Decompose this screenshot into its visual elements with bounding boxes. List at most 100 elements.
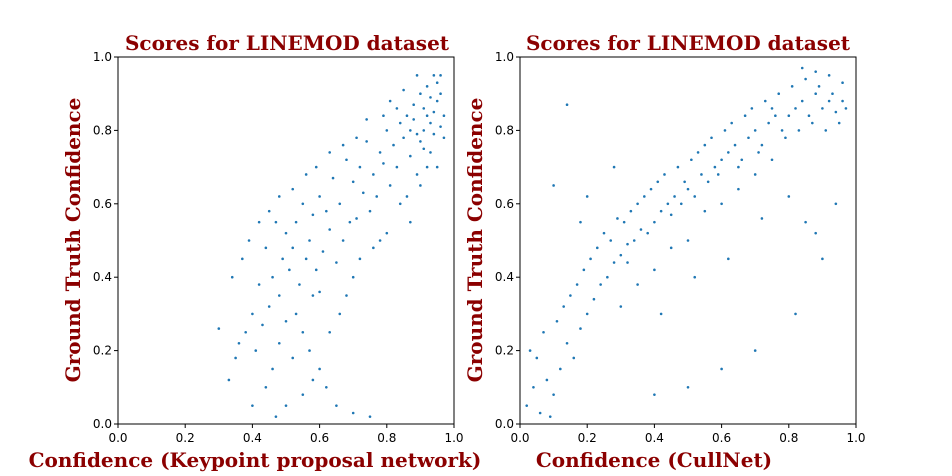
right-data-point xyxy=(686,239,690,242)
left-data-point xyxy=(405,114,409,118)
left-data-point xyxy=(264,386,268,389)
right-data-point xyxy=(790,85,794,88)
left-data-point xyxy=(338,202,342,206)
left-x-ticks: 0.0 0.2 0.4 0.6 0.8 1.0 xyxy=(108,424,464,445)
right-data-point xyxy=(555,319,559,323)
right-data-point xyxy=(824,129,828,132)
left-data-point xyxy=(432,132,436,136)
left-data-point xyxy=(388,99,392,103)
left-x-tick-label: 1.0 xyxy=(444,431,463,445)
left-y-ticks: 0.0 0.2 0.4 0.6 0.8 1.0 xyxy=(93,50,118,431)
right-data-point xyxy=(686,187,690,191)
left-data-point xyxy=(237,341,241,345)
right-data-point xyxy=(777,92,781,95)
right-data-point xyxy=(760,217,764,220)
right-data-point xyxy=(679,202,683,206)
left-data-point xyxy=(291,356,295,360)
left-data-point xyxy=(251,312,254,316)
right-data-point xyxy=(575,283,579,286)
left-data-point xyxy=(251,404,254,407)
left-data-point xyxy=(311,213,315,217)
left-data-point xyxy=(274,415,278,418)
right-data-point xyxy=(787,114,791,118)
left-data-point xyxy=(355,217,358,220)
left-data-point xyxy=(392,143,395,147)
right-plot-frame xyxy=(519,56,857,425)
right-data-point xyxy=(821,107,824,110)
right-data-point xyxy=(784,136,787,140)
right-data-point xyxy=(696,151,700,154)
left-data-point xyxy=(244,330,247,334)
right-data-point xyxy=(814,70,817,73)
left-data-point xyxy=(318,367,321,371)
right-data-point xyxy=(569,294,572,297)
right-data-point xyxy=(747,136,750,140)
left-data-point xyxy=(425,165,429,169)
right-data-point xyxy=(713,165,717,169)
right-data-point xyxy=(804,220,807,224)
right-data-point xyxy=(743,114,747,118)
left-data-point xyxy=(425,85,429,88)
right-data-point xyxy=(653,268,656,272)
left-data-point xyxy=(398,202,402,206)
right-data-point xyxy=(609,239,613,242)
left-data-point xyxy=(419,92,422,95)
left-data-point xyxy=(261,323,264,327)
right-data-point xyxy=(653,220,656,224)
right-data-point xyxy=(548,415,552,418)
right-data-point xyxy=(619,305,623,308)
right-data-point xyxy=(720,367,723,371)
right-data-point xyxy=(565,341,569,345)
right-data-point xyxy=(683,180,686,184)
left-data-point xyxy=(368,415,372,418)
right-data-point xyxy=(794,312,797,316)
left-data-point xyxy=(345,294,348,297)
left-data-point xyxy=(277,195,281,198)
left-data-point xyxy=(435,165,439,169)
right-data-point xyxy=(817,85,821,88)
right-y-tick-label: 0.0 xyxy=(495,417,514,431)
left-data-point xyxy=(405,195,409,198)
right-data-point xyxy=(723,129,727,132)
left-data-point xyxy=(439,125,442,129)
right-data-point xyxy=(643,195,646,198)
right-data-point xyxy=(837,121,841,125)
left-data-point xyxy=(368,209,372,213)
left-data-point xyxy=(304,257,308,261)
right-x-tick-label: 0.6 xyxy=(712,431,731,445)
right-data-point xyxy=(770,107,774,110)
right-data-point xyxy=(528,349,532,352)
right-data-point xyxy=(599,283,602,286)
right-data-point xyxy=(750,107,754,110)
left-data-point xyxy=(274,220,278,224)
right-x-tick-label: 0.8 xyxy=(779,431,798,445)
right-data-point xyxy=(572,356,576,360)
left-x-tick-label: 0.2 xyxy=(176,431,195,445)
left-data-point xyxy=(419,184,422,187)
right-data-point xyxy=(579,327,582,330)
left-data-point xyxy=(372,246,375,250)
right-data-point xyxy=(538,411,542,415)
right-data-point xyxy=(659,209,663,213)
right-data-point xyxy=(532,386,535,389)
right-data-point xyxy=(710,136,713,140)
left-data-point xyxy=(378,239,382,242)
right-data-point xyxy=(659,312,663,316)
left-data-point xyxy=(385,231,389,235)
left-data-point xyxy=(402,88,405,92)
left-data-point xyxy=(412,103,415,107)
left-data-point xyxy=(267,209,271,213)
left-data-point xyxy=(365,140,368,143)
right-data-point xyxy=(663,173,666,176)
left-data-point xyxy=(355,136,358,140)
right-y-tick-label: 0.4 xyxy=(495,270,514,284)
left-data-point xyxy=(419,140,422,143)
right-data-point xyxy=(545,378,549,382)
right-data-point xyxy=(602,231,606,235)
left-data-point xyxy=(247,239,251,242)
left-points-group xyxy=(217,74,446,418)
left-data-point xyxy=(385,129,389,132)
right-x-axis-label: Confidence (CullNet) xyxy=(536,448,772,472)
right-data-point xyxy=(787,195,791,198)
